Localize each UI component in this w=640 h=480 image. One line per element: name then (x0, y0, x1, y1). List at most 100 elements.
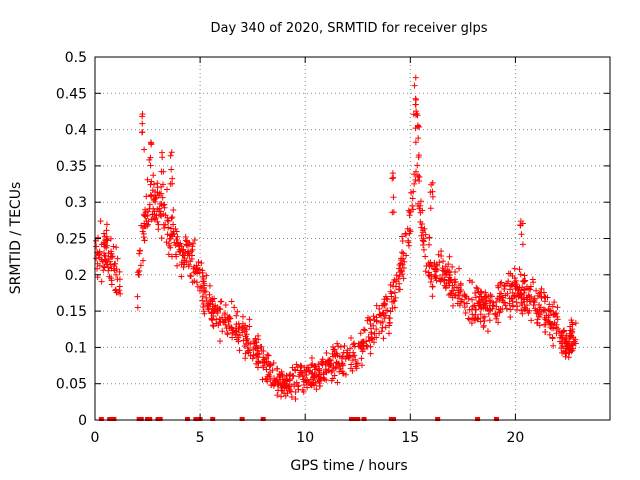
data-point (457, 288, 464, 295)
data-point (110, 243, 117, 250)
y-tick-label: 0.1 (65, 340, 87, 356)
data-point (293, 379, 300, 386)
data-point (104, 261, 111, 268)
data-point (550, 311, 557, 318)
data-point (208, 309, 215, 316)
data-point (477, 318, 484, 325)
data-point (135, 271, 142, 278)
data-point (308, 370, 315, 377)
chart-title: Day 340 of 2020, SRMTID for receiver glp… (210, 21, 487, 36)
data-point (420, 246, 427, 253)
data-point (446, 274, 453, 281)
data-point (210, 323, 217, 330)
data-point (219, 314, 226, 321)
data-point (550, 342, 557, 349)
data-point (530, 279, 537, 286)
data-point (207, 301, 214, 308)
data-point (447, 272, 454, 279)
data-point (379, 318, 386, 325)
data-point (275, 387, 282, 394)
data-point (392, 294, 399, 301)
data-point (152, 215, 159, 222)
data-point (546, 301, 553, 308)
data-point (400, 250, 407, 257)
data-point (474, 285, 481, 292)
data-point (442, 268, 449, 275)
data-point (285, 383, 292, 390)
data-point (416, 124, 423, 131)
data-point (163, 239, 170, 246)
data-point (141, 146, 148, 153)
data-point (398, 267, 405, 274)
zero-value-mark (184, 417, 190, 421)
data-point (187, 273, 194, 280)
zero-value-mark (239, 417, 245, 421)
x-tick-label: 0 (91, 430, 100, 446)
data-point (93, 255, 100, 262)
data-point (217, 338, 224, 345)
data-point (169, 175, 176, 182)
data-point (292, 389, 299, 396)
data-point (533, 310, 540, 317)
data-point (522, 305, 529, 312)
data-point (139, 129, 146, 136)
data-point (414, 112, 421, 119)
zero-value-mark (107, 417, 113, 421)
data-point (167, 152, 174, 159)
grid-layer (95, 57, 610, 420)
data-point (572, 340, 579, 347)
data-point (554, 316, 561, 323)
data-point (398, 249, 405, 256)
data-point (515, 293, 522, 300)
data-point (219, 318, 226, 325)
data-point (146, 201, 153, 208)
x-tick-label: 5 (196, 430, 205, 446)
data-point (461, 291, 468, 298)
data-point (289, 364, 296, 371)
data-point (234, 308, 241, 315)
data-point (344, 349, 351, 356)
data-point (412, 168, 419, 175)
data-point (558, 345, 565, 352)
data-point (173, 228, 180, 235)
data-point (164, 186, 171, 193)
data-point (191, 278, 198, 285)
data-point (329, 367, 336, 374)
data-point (492, 311, 499, 318)
x-axis-label: GPS time / hours (290, 458, 407, 474)
data-point (173, 253, 180, 260)
data-point (414, 162, 421, 169)
data-point (165, 251, 172, 258)
data-point (187, 258, 194, 265)
data-point (269, 367, 276, 374)
data-point (143, 217, 150, 224)
data-point (278, 393, 285, 400)
data-point (267, 376, 274, 383)
x-tick-labels: 0 5 10 15 20 (91, 430, 525, 446)
data-point (426, 234, 433, 241)
data-point (185, 263, 192, 270)
data-point (286, 381, 293, 388)
data-point (506, 300, 513, 307)
data-point (557, 338, 564, 345)
y-tick-label: 0.4 (65, 123, 87, 139)
data-point (98, 256, 105, 263)
data-point (170, 221, 177, 228)
data-point (404, 225, 411, 232)
data-point (260, 348, 267, 355)
data-point (407, 208, 414, 215)
data-point (217, 298, 224, 305)
data-point (213, 320, 220, 327)
data-point (150, 205, 157, 212)
data-point (412, 74, 419, 81)
data-point (545, 319, 552, 326)
data-point (165, 218, 172, 225)
data-point (313, 386, 320, 393)
data-point (184, 242, 191, 249)
data-point (379, 310, 386, 317)
data-point (411, 180, 418, 187)
data-point (198, 259, 205, 266)
data-point (400, 265, 407, 272)
data-point (326, 356, 333, 363)
data-point (490, 303, 497, 310)
